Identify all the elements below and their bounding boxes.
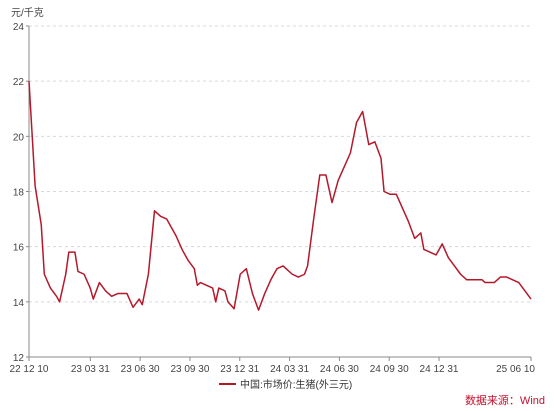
x-tick-label: 23 12 31 bbox=[220, 364, 259, 375]
y-unit-label: 元/千克 bbox=[11, 7, 44, 19]
legend: 中国:市场价:生猪(外三元) bbox=[219, 378, 352, 391]
x-tick-label: 23 03 31 bbox=[71, 364, 110, 375]
y-tick-label: 14 bbox=[13, 298, 25, 309]
x-tick-label: 25 06 10 bbox=[496, 364, 535, 375]
y-tick-label: 22 bbox=[13, 77, 25, 88]
x-tick-labels: 22 12 10 23 03 31 23 06 30 23 09 30 23 12 31… bbox=[10, 357, 535, 375]
series-group bbox=[28, 81, 532, 311]
x-tick-label: 24 12 31 bbox=[420, 364, 459, 375]
x-tick-label: 24 06 30 bbox=[320, 364, 359, 375]
y-tick-labels: 12 14 16 18 20 22 24 bbox=[13, 22, 29, 364]
y-tick-label: 16 bbox=[13, 243, 25, 254]
source-note: 数据来源：Wind bbox=[465, 393, 545, 407]
y-tick-label: 18 bbox=[13, 188, 25, 199]
y-tick-label: 12 bbox=[13, 353, 25, 364]
x-tick-label: 24 03 31 bbox=[270, 364, 309, 375]
x-tick-label: 24 09 30 bbox=[370, 364, 409, 375]
y-tick-label: 24 bbox=[13, 22, 25, 33]
y-tick-label: 20 bbox=[13, 132, 25, 143]
grid-lines bbox=[29, 25, 531, 303]
legend-label: 中国:市场价:生猪(外三元) bbox=[240, 378, 352, 391]
series-line bbox=[28, 81, 532, 311]
x-tick-label: 23 09 30 bbox=[170, 364, 209, 375]
x-tick-label: 23 06 30 bbox=[121, 364, 160, 375]
x-tick-label: 22 12 10 bbox=[10, 364, 49, 375]
